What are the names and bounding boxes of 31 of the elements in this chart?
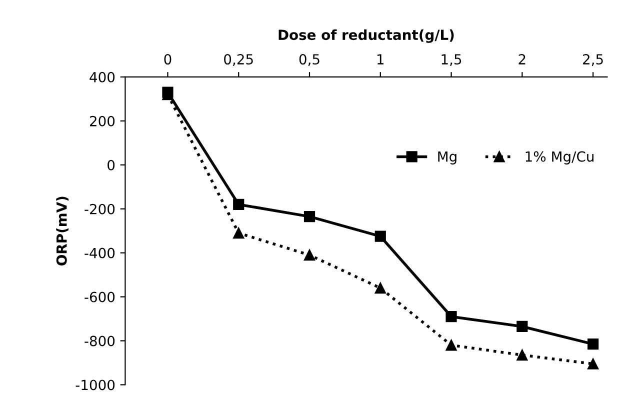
x-tick-label: 1: [377, 54, 384, 64]
point: [446, 340, 457, 351]
x-tick-label: 0,25: [224, 54, 253, 66]
point: [516, 350, 528, 361]
x-tick-label: 0,5: [299, 54, 320, 66]
point: [446, 311, 457, 322]
point: [587, 338, 599, 350]
point: [304, 249, 316, 261]
y-tick-label: 0: [108, 160, 115, 170]
y-tick-label: 400: [90, 72, 115, 82]
point: [374, 282, 386, 294]
x-tick-label: 1,5: [442, 54, 462, 66]
legend-label: 1% Mg/Cu: [526, 151, 594, 164]
legend-label: Mg: [438, 151, 456, 164]
x-tick-label: 2: [518, 54, 526, 64]
point: [516, 320, 528, 332]
y-tick-label: -600: [84, 292, 115, 302]
x-tick-label: 2,5: [583, 54, 603, 66]
y-tick-label: -1000: [76, 380, 115, 390]
point: [304, 211, 316, 222]
point: [374, 230, 386, 242]
y-tick-label: -800: [84, 336, 115, 346]
point: [233, 227, 244, 239]
y-tick-label: 200: [90, 116, 115, 126]
x-axis-title: Dose of reductant(g/L): [278, 29, 454, 43]
y-tick-label: -400: [84, 248, 115, 258]
point: [233, 198, 244, 210]
y-tick-label: -200: [84, 204, 115, 214]
y-axis-title: ORP(mV): [56, 196, 69, 266]
point: [587, 358, 599, 370]
x-tick-label: 0: [164, 54, 172, 65]
